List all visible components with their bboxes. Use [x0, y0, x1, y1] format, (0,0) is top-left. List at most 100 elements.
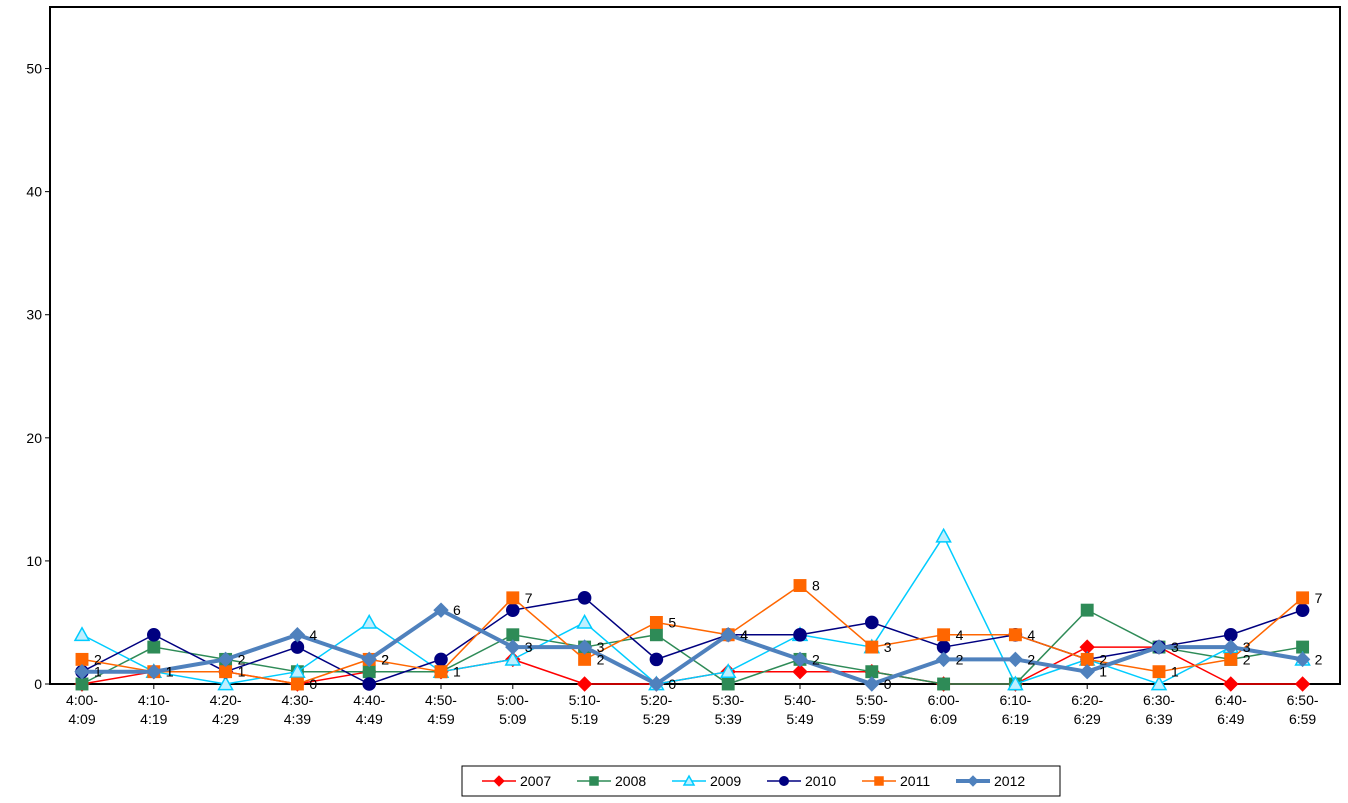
- x-tick-label: 6:10-6:19: [999, 692, 1031, 727]
- data-point: [147, 640, 161, 654]
- data-point: [576, 676, 593, 692]
- data-point: [506, 603, 520, 617]
- y-tick-label: 0: [34, 676, 42, 692]
- data-label: 3: [1171, 639, 1179, 655]
- data-point: [935, 527, 952, 543]
- data-label: 2: [1315, 651, 1323, 667]
- legend-item-2012: 2012: [956, 773, 1025, 789]
- data-point: [649, 628, 663, 642]
- data-point: [75, 652, 89, 666]
- data-label: 8: [812, 578, 820, 594]
- data-point: [434, 652, 448, 667]
- data-point: [864, 676, 880, 692]
- series-2012: [74, 602, 1311, 692]
- data-point: [1008, 628, 1022, 642]
- data-point: [649, 652, 664, 667]
- data-label: 4: [956, 627, 964, 643]
- data-label: 2: [956, 651, 964, 667]
- x-tick-label: 4:30-4:39: [281, 692, 313, 727]
- data-point: [865, 665, 879, 679]
- series-line-2009: [81, 535, 1303, 685]
- legend-item-2010: 2010: [767, 773, 836, 789]
- data-point: [865, 640, 879, 654]
- data-label: 2: [597, 651, 605, 667]
- series-line-2012: [82, 608, 1303, 686]
- y-tick-label: 50: [26, 61, 42, 77]
- legend-swatch-marker: [874, 776, 884, 786]
- data-point: [290, 677, 304, 691]
- legend-item-2008: 2008: [577, 773, 646, 789]
- data-point: [1007, 651, 1024, 668]
- y-tick-label: 40: [26, 184, 42, 200]
- x-tick-label: 6:50-6:59: [1287, 692, 1319, 727]
- y-tick-label: 30: [26, 307, 42, 323]
- data-label: 7: [525, 590, 533, 606]
- data-point: [1224, 652, 1238, 666]
- data-label: 1: [166, 664, 174, 680]
- data-point: [1294, 676, 1311, 692]
- data-label: 2: [1027, 651, 1035, 667]
- data-label: 6: [453, 602, 461, 618]
- legend-swatch-marker: [493, 775, 505, 787]
- x-tick-label: 6:30-6:39: [1143, 692, 1175, 727]
- x-tick-label: 4:10-4:19: [138, 692, 170, 727]
- legend-swatch-marker: [682, 774, 696, 786]
- data-point: [720, 627, 736, 643]
- x-tick-label: 5:50-5:59: [856, 692, 888, 727]
- legend-swatch-marker: [589, 776, 599, 786]
- data-point: [74, 663, 90, 680]
- x-tick-label: 6:40-6:49: [1215, 692, 1247, 727]
- legend-label: 2009: [710, 773, 741, 789]
- data-point: [937, 628, 951, 642]
- data-point: [1295, 603, 1310, 617]
- legend-label: 2011: [900, 773, 930, 789]
- data-point: [362, 677, 377, 691]
- data-point: [1294, 651, 1311, 668]
- data-label: 2: [94, 651, 102, 667]
- data-point: [1152, 665, 1166, 679]
- series-line-2010: [81, 597, 1303, 685]
- data-label: 3: [1243, 639, 1251, 655]
- data-point: [1007, 675, 1024, 691]
- data-label: 7: [1315, 590, 1323, 606]
- data-label: 1: [94, 664, 102, 680]
- data-label: 0: [309, 676, 317, 692]
- data-point: [865, 615, 879, 630]
- data-label: 1: [453, 664, 461, 680]
- data-point: [937, 677, 951, 691]
- data-label: 2: [381, 651, 389, 667]
- legend-swatch-marker: [779, 776, 789, 786]
- data-label: 2: [1243, 651, 1251, 667]
- series-layer: [73, 527, 1311, 692]
- data-point: [719, 663, 737, 679]
- data-label: 5: [668, 614, 676, 630]
- data-label: 2: [238, 651, 246, 667]
- data-label: 4: [740, 627, 748, 643]
- data-point: [1080, 652, 1094, 666]
- data-label: 1: [238, 664, 246, 680]
- data-point: [73, 626, 91, 642]
- data-point: [576, 639, 593, 655]
- data-label: 4: [309, 627, 317, 643]
- x-tick-label: 6:20-6:29: [1071, 692, 1103, 727]
- data-label: 0: [668, 676, 676, 692]
- y-tick-label: 20: [26, 430, 42, 446]
- data-point: [360, 613, 378, 629]
- data-point: [361, 651, 377, 668]
- x-tick-label: 6:00-6:09: [928, 692, 960, 727]
- x-tick-label: 5:00-5:09: [497, 692, 529, 727]
- data-point: [1150, 675, 1168, 691]
- data-point: [217, 675, 234, 691]
- data-label: 4: [740, 627, 748, 643]
- data-point: [1079, 663, 1095, 680]
- data-point: [792, 651, 808, 668]
- data-point: [576, 613, 593, 629]
- data-label: 3: [597, 639, 605, 655]
- legend-label: 2007: [520, 773, 551, 789]
- x-tick-label: 4:40-4:49: [353, 692, 385, 727]
- legend-label: 2010: [805, 773, 836, 789]
- legend-item-2011: 2011: [862, 773, 930, 789]
- data-point: [289, 627, 306, 643]
